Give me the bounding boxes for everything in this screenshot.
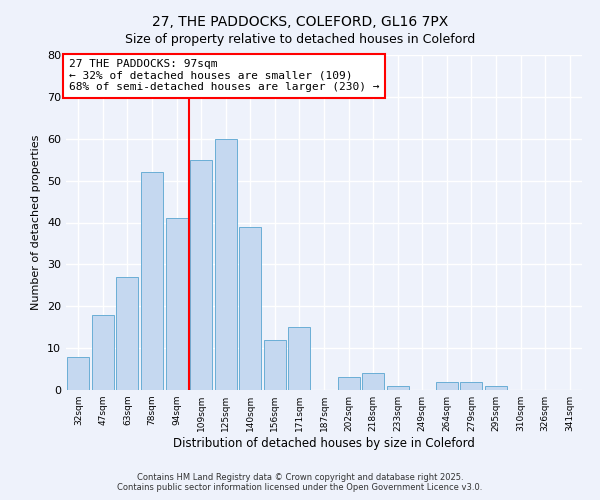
Text: 27 THE PADDOCKS: 97sqm
← 32% of detached houses are smaller (109)
68% of semi-de: 27 THE PADDOCKS: 97sqm ← 32% of detached… xyxy=(69,59,379,92)
Bar xyxy=(166,218,188,390)
Bar xyxy=(141,172,163,390)
Bar xyxy=(460,382,482,390)
Bar xyxy=(239,226,262,390)
Text: Contains HM Land Registry data © Crown copyright and database right 2025.
Contai: Contains HM Land Registry data © Crown c… xyxy=(118,473,482,492)
Bar xyxy=(362,373,384,390)
Bar xyxy=(92,314,114,390)
Bar xyxy=(116,277,139,390)
Bar xyxy=(264,340,286,390)
Text: Size of property relative to detached houses in Coleford: Size of property relative to detached ho… xyxy=(125,32,475,46)
Bar xyxy=(485,386,507,390)
Bar xyxy=(338,378,359,390)
Bar xyxy=(289,327,310,390)
Bar xyxy=(386,386,409,390)
Bar xyxy=(67,356,89,390)
Bar xyxy=(190,160,212,390)
Bar xyxy=(215,138,237,390)
Bar xyxy=(436,382,458,390)
X-axis label: Distribution of detached houses by size in Coleford: Distribution of detached houses by size … xyxy=(173,437,475,450)
Text: 27, THE PADDOCKS, COLEFORD, GL16 7PX: 27, THE PADDOCKS, COLEFORD, GL16 7PX xyxy=(152,15,448,29)
Y-axis label: Number of detached properties: Number of detached properties xyxy=(31,135,41,310)
